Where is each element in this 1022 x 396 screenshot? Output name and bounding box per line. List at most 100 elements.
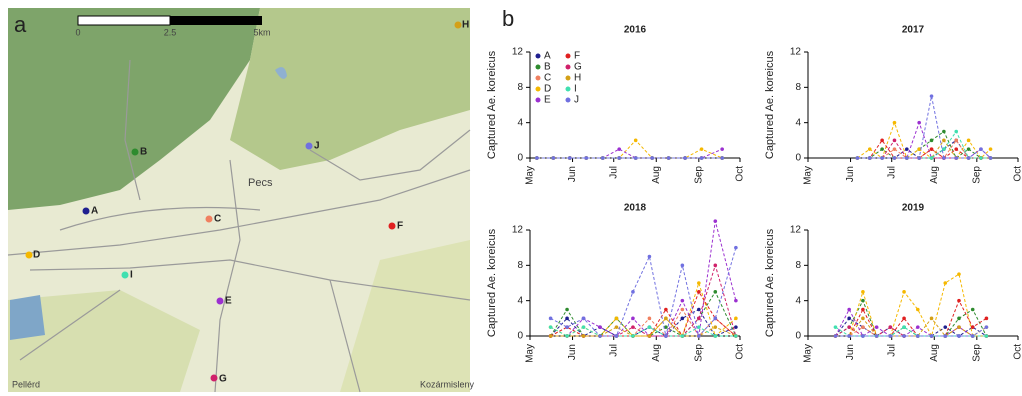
site-label: F: [397, 221, 403, 232]
series-line: I: [835, 327, 986, 336]
x-tick-label: Jun: [567, 166, 578, 182]
data-point: [905, 147, 909, 151]
y-axis-label: Captured Ae. koreicus: [486, 228, 498, 337]
data-point: [720, 147, 724, 151]
data-point: [834, 334, 838, 338]
data-point: [954, 156, 958, 160]
x-tick-label: May: [803, 166, 814, 185]
data-point: [713, 219, 717, 223]
data-point: [985, 325, 989, 329]
data-point: [905, 156, 909, 160]
data-point: [552, 156, 556, 160]
data-point: [713, 264, 717, 268]
data-point: [631, 325, 635, 329]
site-marker: [132, 149, 139, 156]
data-point: [917, 121, 921, 125]
y-tick-label: 0: [795, 153, 801, 164]
x-tick-label: Oct: [1013, 344, 1022, 360]
x-tick-label: Aug: [929, 344, 940, 362]
x-tick-label: Sep: [971, 344, 982, 362]
site-marker: [389, 223, 396, 230]
lake: [10, 295, 45, 340]
data-point: [713, 317, 717, 321]
x-tick-label: Oct: [1013, 166, 1022, 182]
data-point: [902, 325, 906, 329]
place-label: Pecs: [248, 177, 273, 189]
data-point: [916, 308, 920, 312]
data-point: [681, 334, 685, 338]
data-point: [847, 308, 851, 312]
data-point: [734, 246, 738, 250]
data-point: [697, 281, 701, 285]
data-point: [681, 308, 685, 312]
series-line: J: [857, 96, 990, 158]
data-point: [893, 156, 897, 160]
data-point: [861, 290, 865, 294]
legend-marker: [566, 65, 571, 70]
data-point: [598, 325, 602, 329]
data-point: [942, 139, 946, 143]
data-point: [549, 317, 553, 321]
data-point: [734, 334, 738, 338]
chart-title: 2019: [902, 203, 925, 214]
data-point: [601, 156, 605, 160]
data-point: [889, 325, 893, 329]
data-point: [631, 317, 635, 321]
y-axis-label: Captured Ae. koreicus: [764, 228, 776, 337]
data-point: [930, 139, 934, 143]
series-line: J: [551, 248, 736, 336]
data-point: [697, 317, 701, 321]
data-point: [967, 156, 971, 160]
site-marker: [122, 272, 129, 279]
series-line: E: [537, 149, 722, 158]
legend-marker: [566, 98, 571, 103]
data-point: [979, 147, 983, 151]
site-label: E: [225, 296, 232, 307]
data-point: [942, 130, 946, 134]
data-point: [957, 334, 961, 338]
data-point: [902, 334, 906, 338]
data-point: [697, 308, 701, 312]
x-tick-label: Jun: [567, 344, 578, 360]
data-point: [565, 308, 569, 312]
data-point: [954, 147, 958, 151]
data-point: [683, 156, 687, 160]
series-line: E: [551, 221, 736, 336]
legend-marker: [536, 87, 541, 92]
legend-label: F: [574, 51, 580, 62]
data-point: [893, 139, 897, 143]
y-tick-label: 8: [795, 82, 801, 93]
site-marker: [306, 143, 313, 150]
legend-label: A: [544, 51, 551, 62]
data-point: [916, 325, 920, 329]
x-tick-label: Jun: [845, 344, 856, 360]
data-point: [535, 156, 539, 160]
y-tick-label: 8: [517, 260, 523, 271]
x-tick-label: Aug: [651, 344, 662, 362]
legend-marker: [536, 65, 541, 70]
data-point: [917, 156, 921, 160]
site-marker: [455, 22, 462, 29]
y-tick-label: 4: [795, 117, 801, 128]
site-label: J: [314, 141, 320, 152]
data-point: [979, 156, 983, 160]
data-point: [549, 334, 553, 338]
data-point: [700, 156, 704, 160]
y-tick-label: 12: [790, 47, 802, 58]
data-point: [734, 325, 738, 329]
legend-marker: [566, 87, 571, 92]
data-point: [856, 156, 860, 160]
x-tick-label: Sep: [693, 166, 704, 184]
data-point: [967, 139, 971, 143]
data-point: [615, 317, 619, 321]
data-point: [875, 334, 879, 338]
data-point: [861, 334, 865, 338]
figure: 0 2.5 5km a Pecs Pellérd Kozármisleny A …: [0, 0, 1022, 396]
data-point: [847, 334, 851, 338]
chart-title: 2017: [902, 25, 925, 36]
y-axis-label: Captured Ae. koreicus: [764, 50, 776, 159]
chart-title: 2016: [624, 25, 647, 36]
data-point: [697, 334, 701, 338]
x-tick-label: Jul: [608, 166, 619, 179]
x-tick-label: Oct: [735, 344, 746, 360]
